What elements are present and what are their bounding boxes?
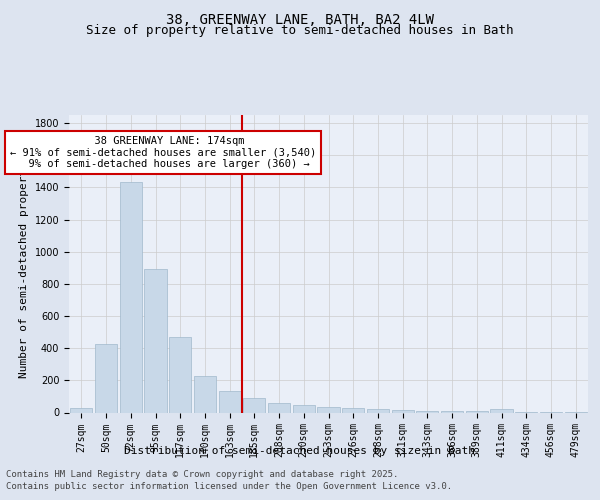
Bar	[416, 410, 439, 412]
Bar	[293, 406, 315, 412]
Text: Distribution of semi-detached houses by size in Bath: Distribution of semi-detached houses by …	[125, 446, 476, 456]
Text: Size of property relative to semi-detached houses in Bath: Size of property relative to semi-detach…	[86, 24, 514, 37]
Bar	[342, 408, 364, 412]
Y-axis label: Number of semi-detached properties: Number of semi-detached properties	[19, 149, 29, 378]
Bar	[194, 376, 216, 412]
Text: 38 GREENWAY LANE: 174sqm
← 91% of semi-detached houses are smaller (3,540)
  9% : 38 GREENWAY LANE: 174sqm ← 91% of semi-d…	[10, 136, 316, 169]
Bar	[392, 410, 414, 412]
Bar	[243, 398, 265, 412]
Bar	[367, 410, 389, 412]
Text: 38, GREENWAY LANE, BATH, BA2 4LW: 38, GREENWAY LANE, BATH, BA2 4LW	[166, 12, 434, 26]
Bar	[466, 411, 488, 412]
Bar	[268, 403, 290, 412]
Bar	[441, 411, 463, 412]
Bar	[218, 391, 241, 412]
Bar	[317, 407, 340, 412]
Text: Contains public sector information licensed under the Open Government Licence v3: Contains public sector information licen…	[6, 482, 452, 491]
Bar	[490, 410, 512, 412]
Text: Contains HM Land Registry data © Crown copyright and database right 2025.: Contains HM Land Registry data © Crown c…	[6, 470, 398, 479]
Bar	[145, 268, 167, 412]
Bar	[169, 337, 191, 412]
Bar	[70, 408, 92, 412]
Bar	[119, 182, 142, 412]
Bar	[95, 344, 117, 412]
